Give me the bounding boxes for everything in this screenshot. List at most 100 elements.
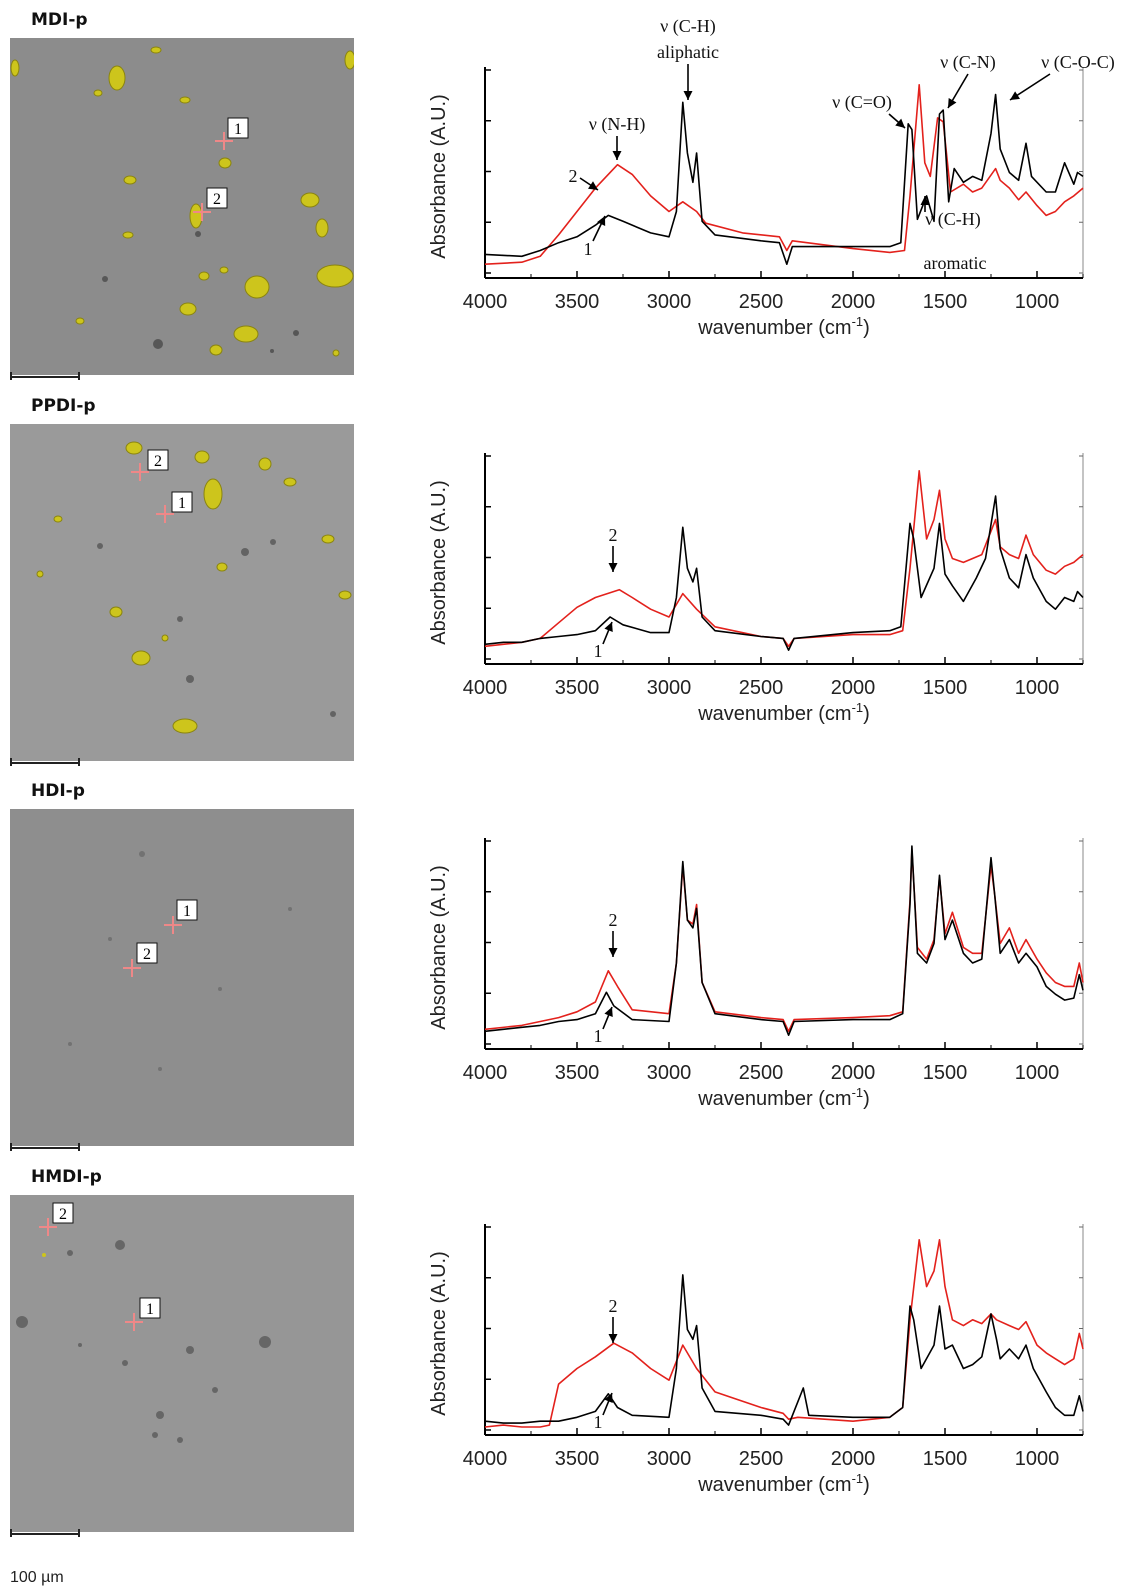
annotation-ch-aliphatic-sub: aliphatic <box>657 42 719 62</box>
spectrum-label: 1 <box>584 239 593 259</box>
spectrum-label: 2 <box>609 1296 618 1316</box>
micrograph: 1 2 <box>10 809 354 1146</box>
scale-bar <box>10 1143 80 1151</box>
spectrum-label-arrow-head <box>608 948 618 957</box>
spectrum-label: 2 <box>609 525 618 545</box>
x-tick-label: 3000 <box>647 677 692 699</box>
x-tick-label: 1500 <box>923 1062 968 1084</box>
x-tick-label: 4000 <box>463 291 508 313</box>
x-tick-label: 2500 <box>739 1062 784 1084</box>
annotation-coc: ν (C-O-C) <box>1041 52 1115 73</box>
x-tick-label: 2500 <box>739 291 784 313</box>
spectrum-chart: 4000 3500 3000 2500 2000 1500 1000 wavenumber (… <box>428 453 1084 725</box>
micrograph: 2 1 <box>10 1195 354 1532</box>
x-tick-label: 1000 <box>1015 677 1060 699</box>
spectrum-label-arrow-head <box>608 1334 618 1343</box>
series-line-1 <box>484 845 1084 1036</box>
micrograph-background <box>10 809 354 1146</box>
particle-group <box>36 441 352 734</box>
annotation-coc-arrow-head <box>1010 91 1020 100</box>
panel-hmdi: HMDI-p 2 1 <box>0 1167 1134 1552</box>
x-tick-label: 2000 <box>831 291 876 313</box>
spectrum-chart: 4000 3500 3000 2500 2000 1500 1000 wavenumber (… <box>428 838 1084 1110</box>
panel-mdi: MDI-p <box>0 10 1134 395</box>
spectrum-label: 2 <box>609 910 618 930</box>
x-axis-label: wavenumber (cm-1) <box>697 700 870 725</box>
x-tick-label: 3500 <box>555 1448 600 1470</box>
series-line-1 <box>484 93 1084 265</box>
panel-ppdi: PPDI-p <box>0 396 1134 781</box>
sample-title: MDI-p <box>31 10 88 30</box>
x-tick-label: 2000 <box>831 1448 876 1470</box>
marker-label: 2 <box>143 946 151 963</box>
marker-label: 2 <box>59 1206 67 1223</box>
spectrum-label-arrow-head <box>597 216 606 227</box>
series-line-2 <box>484 84 1084 265</box>
scale-bar <box>10 372 80 380</box>
x-tick-label: 2000 <box>831 1062 876 1084</box>
marker-label: 1 <box>178 495 186 512</box>
annotation-ch-aromatic-arrow-head <box>920 196 930 205</box>
y-axis-label: Absorbance (A.U.) <box>428 94 450 259</box>
annotation-nh: ν (N-H) <box>589 114 646 135</box>
spectrum-label: 1 <box>594 641 603 661</box>
x-tick-label: 3500 <box>555 677 600 699</box>
measurement-marker: 2 <box>123 942 158 977</box>
scale-bar <box>10 758 80 766</box>
measurement-marker: 2 <box>131 449 169 481</box>
x-tick-label: 2000 <box>831 677 876 699</box>
x-tick-label: 3500 <box>555 291 600 313</box>
dark-spots <box>97 539 336 717</box>
x-tick-label: 4000 <box>463 1448 508 1470</box>
annotation-ch-aliphatic-arrow-head <box>683 91 693 100</box>
marker-label: 2 <box>154 453 162 470</box>
measurement-marker: 1 <box>156 491 193 523</box>
dark-spots <box>68 851 292 1071</box>
x-tick-label: 2500 <box>739 677 784 699</box>
dark-spots <box>102 231 299 353</box>
micrograph-background <box>10 424 354 761</box>
x-tick-label: 1000 <box>1015 1448 1060 1470</box>
micrograph-background <box>10 1195 354 1532</box>
x-tick-label: 3000 <box>647 1448 692 1470</box>
x-tick-label: 1500 <box>923 1448 968 1470</box>
measurement-marker: 2 <box>39 1202 74 1236</box>
spectrum-label-arrow-head <box>604 622 613 633</box>
dark-spots <box>16 1240 271 1443</box>
marker-label: 1 <box>146 1301 154 1318</box>
marker-label: 1 <box>183 903 191 920</box>
spectrum-label-arrow-head <box>604 1007 613 1018</box>
spectrum-label: 2 <box>569 166 578 186</box>
spectrum-label: 1 <box>594 1412 603 1432</box>
x-tick-label: 3000 <box>647 291 692 313</box>
annotation-nh-arrow-head <box>612 151 622 160</box>
y-axis-label: Absorbance (A.U.) <box>428 480 450 645</box>
series-line-1 <box>484 495 1084 651</box>
sample-title: HMDI-p <box>31 1167 102 1187</box>
annotation-co: ν (C=O) <box>832 92 892 113</box>
measurement-marker: 1 <box>125 1297 161 1331</box>
series-line-2 <box>484 1239 1084 1428</box>
x-tick-label: 1500 <box>923 677 968 699</box>
spectrum-label-arrow-head <box>608 563 618 572</box>
x-tick-label: 3000 <box>647 1062 692 1084</box>
annotation-ch-aromatic-sub: aromatic <box>924 253 987 273</box>
annotation-co-arrow-head <box>895 118 905 128</box>
x-tick-label: 1500 <box>923 291 968 313</box>
x-axis-label: wavenumber (cm-1) <box>697 314 870 339</box>
x-tick-label: 1000 <box>1015 1062 1060 1084</box>
spectrum-chart: 4000 3500 3000 2500 2000 1500 1000 wavenumber (… <box>428 16 1115 339</box>
micrograph: 1 2 <box>10 38 354 375</box>
x-tick-label: 3500 <box>555 1062 600 1084</box>
series-line-2 <box>484 470 1084 648</box>
annotation-cn-arrow-head <box>948 97 957 108</box>
x-tick-label: 4000 <box>463 677 508 699</box>
measurement-marker: 1 <box>164 899 198 934</box>
micrograph: 2 1 <box>10 424 354 761</box>
particle-group <box>42 1253 46 1257</box>
marker-label: 1 <box>234 121 242 138</box>
measurement-marker: 2 <box>193 187 228 221</box>
measurement-marker: 1 <box>215 117 249 150</box>
particle-group <box>10 46 354 357</box>
x-axis-label: wavenumber (cm-1) <box>697 1085 870 1110</box>
